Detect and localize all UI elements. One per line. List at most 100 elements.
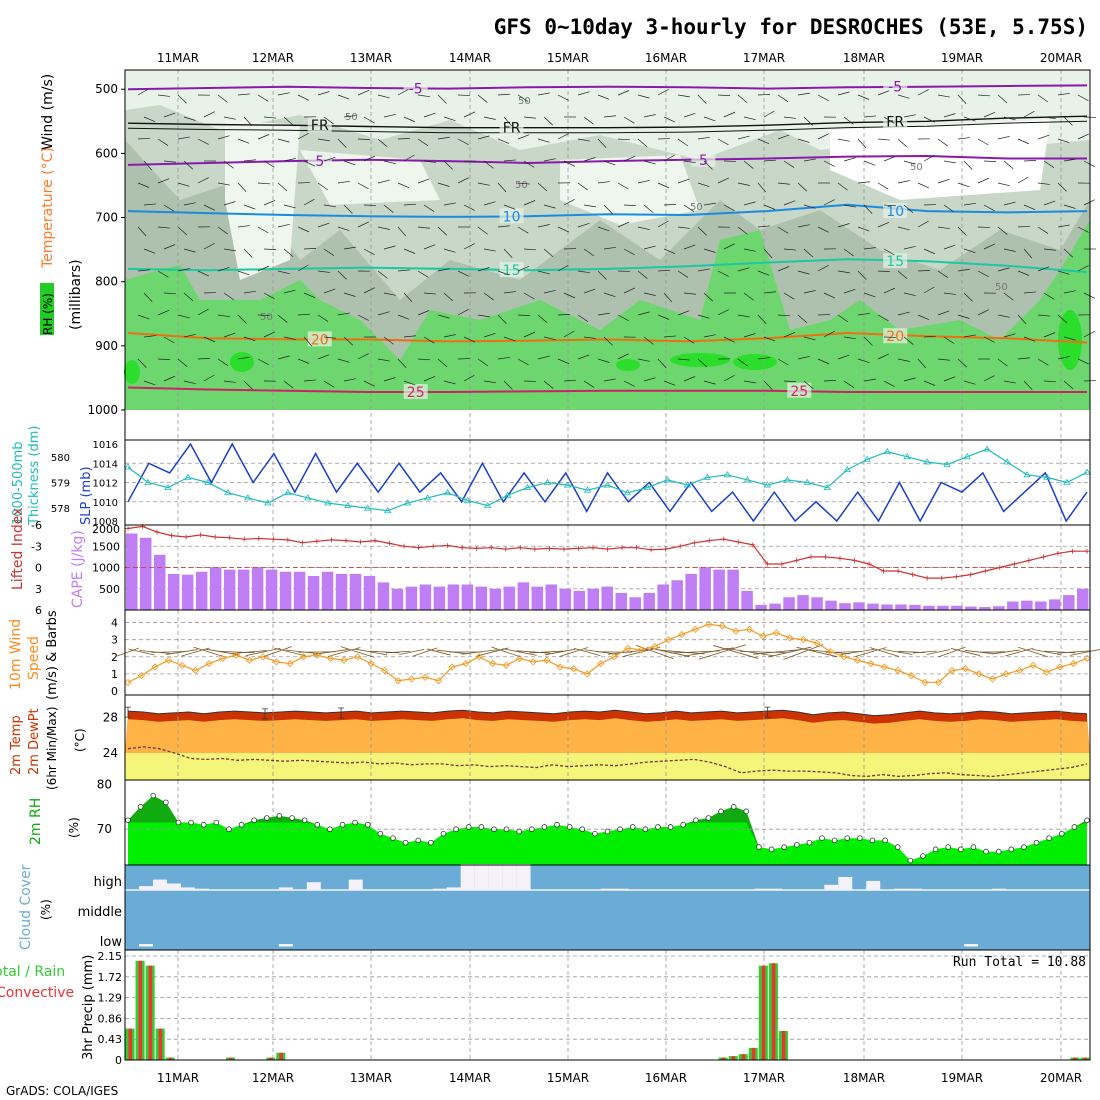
wind-barb [923,380,936,386]
wind-barb [723,375,735,382]
wind-barb [697,268,710,272]
wind-barb [257,182,270,185]
wind-speed-marker [448,663,456,671]
thickness-marker [1023,471,1031,478]
isotherm-label: 25 [790,384,808,400]
cape-bar [279,571,292,610]
wind-barb [783,200,796,206]
wind-barb [683,112,696,118]
wind-barb [713,645,759,659]
wind-barb [243,116,253,127]
wind-barb [1043,248,1056,251]
thickness-marker [384,506,392,514]
precip-panel: 2.15 1.72 1.29 0.86 0.43 0 Run Total = 10.88 To… [0,949,1091,1067]
wind-speed-marker [651,642,659,651]
wind-speed-marker [435,677,443,685]
wind-barb [217,314,230,318]
rh2m-marker [402,839,409,846]
wind-barb [623,248,635,256]
wind-barb [823,380,837,382]
wind-barb [423,292,436,295]
wind-barb [1063,248,1074,258]
cape-bar [573,590,586,610]
wind-barb [1037,134,1050,140]
rh-contour-label: 50 [518,96,531,107]
wind-barb [917,270,931,272]
wind-speed-marker [921,678,929,687]
wind-barb [557,264,569,272]
wind-barb [303,248,317,250]
wind-barb [943,113,956,118]
wind-barb [863,160,876,166]
cape-bar [139,537,152,610]
wind-barb [523,248,536,251]
wind-barb [477,314,490,318]
date-label: 14MAR [449,51,491,65]
wind-barb [217,182,230,186]
rh2m-marker [125,817,131,824]
wind-barb [957,94,967,105]
cape-bar [489,588,502,610]
wind-barb [823,199,835,206]
rh2m-marker [377,830,384,837]
rh2m-marker [478,824,485,830]
wind-barb [723,204,735,211]
wind-barb [423,160,436,163]
rh2m-marker [465,824,472,830]
wind-barb [563,292,576,299]
wind-barb [437,226,448,236]
wind-barb [503,336,516,342]
wind-barb [116,647,140,657]
wind-barb [1003,380,1016,384]
y-tick-label: 600 [95,146,118,160]
wind-barb [917,220,929,228]
rh2m-marker [301,817,308,824]
wind-barb [557,314,571,316]
wind-barb [137,182,150,188]
wind-barb [237,225,250,228]
cape-bar [1007,601,1019,610]
wind-barb [426,648,451,656]
wind-barb [623,204,637,206]
slp-tick-label: 1014 [93,459,118,470]
isotherm-line [127,258,1088,274]
wind-barb [917,314,930,321]
wind-barb [840,648,875,656]
wind-barb [743,292,754,301]
isotherm-label: FR [886,114,904,130]
lifted-index-marker [357,539,363,545]
wind-barb [1003,248,1016,252]
wind-axis-label: Wind (m/s) [40,74,56,150]
wind-barb [183,248,196,253]
wind-barb [463,204,475,211]
slp-axis-label: SLP (mb) [79,466,94,525]
wind-barb [683,160,696,164]
wind-barb [277,355,290,360]
low-cloud-bar [964,944,979,947]
wind-barb [337,180,350,184]
wind-barb [557,226,570,233]
wind-barb [617,90,630,96]
date-label: 17MAR [743,51,785,65]
wind-barb [797,314,808,324]
rh2m-marker [958,846,964,853]
wind-barb [537,138,550,143]
lifted-index-marker [793,557,799,563]
rh2m-marker [756,844,762,850]
wind-barb [677,226,690,229]
wind-barb [357,353,369,360]
wind-barb [457,138,469,145]
wind-barb [1037,226,1049,234]
high-cloud-bar [460,864,475,890]
wind-speed-marker [124,678,132,687]
wind-barb [217,226,228,235]
wind-barb [603,336,613,346]
wind-barb [577,182,588,191]
wind-speed-marker [1002,670,1010,678]
wind-barb [417,358,430,361]
thickness-marker [803,478,811,485]
wind-barb [143,380,156,386]
wind-barb [1063,336,1076,341]
wind-speed-marker [516,654,524,663]
wind-speed-marker [664,636,672,644]
